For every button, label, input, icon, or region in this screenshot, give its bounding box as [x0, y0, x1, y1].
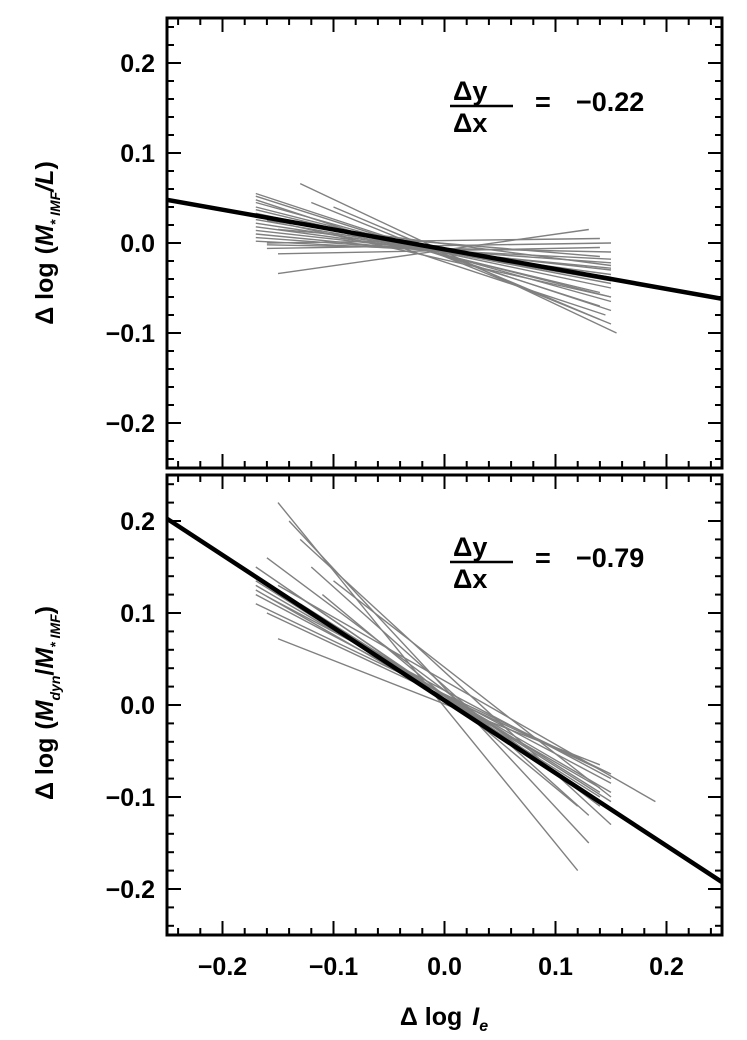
- top-slope-equals: =: [535, 87, 551, 117]
- top-y-tick-label: 0.1: [120, 140, 155, 168]
- top-sample-line: [266, 237, 600, 244]
- bottom-sample-line: [277, 638, 601, 766]
- top-y-tick-label: −0.1: [106, 320, 155, 348]
- bottom-fit-line: [167, 516, 722, 884]
- bottom-axis-ticks: [167, 475, 722, 935]
- top-y-tick-label: −0.2: [106, 410, 155, 438]
- top-slope-annotation: Δy Δx = −0.22: [450, 76, 644, 138]
- bottom-x-axis-label: Δ log Ie: [400, 1003, 488, 1035]
- bottom-sample-line: [333, 580, 612, 798]
- bottom-x-tick-label: −0.1: [309, 953, 358, 981]
- bottom-slope-annotation: Δy Δx = −0.79: [450, 532, 644, 594]
- bottom-sample-line: [299, 603, 601, 793]
- bottom-y-tick-labels: −0.2 −0.1 0.0 0.1 0.2: [106, 508, 155, 904]
- top-sample-line: [299, 182, 617, 334]
- top-y-tick-label: 0.0: [120, 230, 155, 258]
- top-slope-value: −0.22: [576, 87, 644, 117]
- bottom-y-tick-label: −0.1: [106, 784, 155, 812]
- bottom-slope-value: −0.79: [576, 543, 644, 573]
- bottom-slope-equals: =: [535, 543, 551, 573]
- bottom-y-axis-label: Δ log(Mdyn/M* IMF): [31, 606, 63, 800]
- top-sample-line: [333, 206, 601, 321]
- bottom-sample-line: [310, 566, 590, 816]
- bottom-sample-line: [266, 595, 612, 780]
- bottom-panel: −0.2 −0.1 0.0 0.1 0.2 −0.2 −0.1 0.0 0.1 0.2 Δy Δ…: [31, 473, 724, 1035]
- bottom-slope-numerator: Δy: [453, 532, 487, 562]
- top-sample-line: [266, 242, 612, 250]
- bottom-y-tick-label: 0.2: [120, 508, 155, 536]
- top-y-axis-label: Δ log(M* IMF/L): [31, 161, 63, 325]
- bottom-x-tick-labels: −0.2 −0.1 0.0 0.1 0.2: [198, 953, 684, 981]
- top-y-tick-labels: −0.2 −0.1 0.0 0.1 0.2: [106, 50, 155, 438]
- bottom-y-tick-label: −0.2: [106, 876, 155, 904]
- bottom-sample-line: [321, 594, 579, 807]
- bottom-y-tick-label: 0.0: [120, 692, 155, 720]
- bottom-x-tick-label: 0.0: [427, 953, 462, 981]
- bottom-x-tick-label: −0.2: [198, 953, 247, 981]
- top-axis-ticks: [167, 18, 722, 468]
- bottom-slope-denominator: Δx: [453, 564, 487, 594]
- top-slope-denominator: Δx: [453, 108, 487, 138]
- top-fit-line: [167, 197, 722, 302]
- top-slope-numerator: Δy: [453, 76, 487, 106]
- bottom-x-tick-label: 0.2: [649, 953, 684, 981]
- top-sample-line: [288, 224, 612, 298]
- top-y-tick-label: 0.2: [120, 50, 155, 78]
- top-panel: −0.2 −0.1 0.0 0.1 0.2 Δy Δx = −0.22 Δ log(M*…: [31, 16, 724, 470]
- bottom-y-tick-label: 0.1: [120, 600, 155, 628]
- top-sample-lines: [255, 182, 617, 334]
- bottom-x-tick-label: 0.1: [538, 953, 573, 981]
